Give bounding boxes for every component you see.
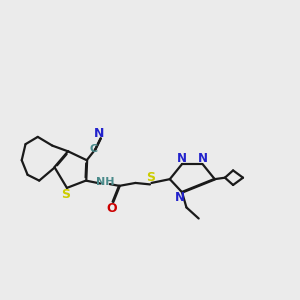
Text: O: O <box>106 202 117 215</box>
Text: NH: NH <box>96 177 115 188</box>
Text: S: S <box>146 172 155 184</box>
Text: C: C <box>89 144 97 154</box>
Text: N: N <box>198 152 208 165</box>
Text: N: N <box>175 191 185 204</box>
Text: N: N <box>94 127 104 140</box>
Text: N: N <box>176 152 187 165</box>
Text: S: S <box>61 188 70 201</box>
